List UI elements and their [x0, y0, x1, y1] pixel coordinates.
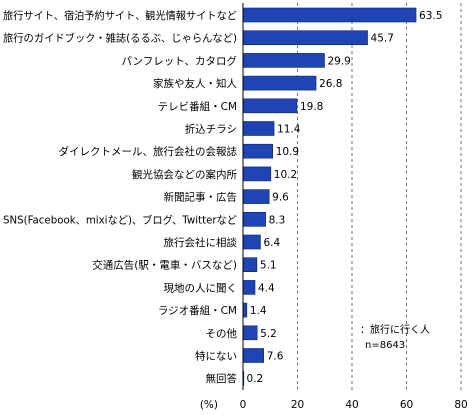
category-label-4: テレビ番組・CM	[158, 100, 237, 113]
bar-9	[242, 212, 266, 227]
x-tick-label-40: 40	[345, 399, 358, 411]
category-label-15: 特にない	[195, 351, 237, 363]
category-label-3: 家族や友人・知人	[153, 77, 237, 90]
value-label-10: 6.4	[263, 237, 280, 249]
grid-layer	[297, 3, 462, 390]
value-label-7: 10.2	[274, 169, 297, 181]
value-label-14: 5.2	[260, 328, 277, 340]
value-label-9: 8.3	[269, 214, 286, 226]
value-label-1: 45.7	[371, 33, 394, 45]
category-label-7: 観光協会などの案内所	[132, 168, 237, 181]
category-label-11: 交通広告(駅・電車・バスなど)	[92, 259, 237, 272]
category-label-6: ダイレクトメール、旅行会社の会報誌	[59, 145, 238, 158]
bar-2	[242, 53, 325, 68]
value-label-12: 4.4	[258, 282, 275, 294]
category-label-13: ラジオ番組・CM	[158, 304, 237, 317]
x-axis-unit-label: (%)	[200, 399, 218, 411]
bar-3	[242, 75, 317, 91]
label-layer: 0 20 40 60 80 旅行サイト、宿泊予約サイト、観光情報サイトなど 63.5 旅行のガ…	[3, 9, 468, 411]
bar-8	[242, 189, 270, 204]
value-label-3: 26.8	[319, 78, 342, 90]
bar-layer	[242, 7, 417, 386]
bar-14	[242, 325, 258, 341]
bar-15	[242, 348, 265, 363]
x-tick-label-60: 60	[400, 399, 413, 411]
value-label-5: 11.4	[277, 124, 301, 136]
bar-10	[242, 234, 261, 250]
value-label-11: 5.1	[260, 260, 277, 272]
category-label-12: 現地の人に聞く	[164, 281, 238, 294]
value-label-6: 10.9	[276, 146, 299, 158]
value-label-0: 63.5	[419, 10, 442, 22]
category-label-0: 旅行サイト、宿泊予約サイト、観光情報サイトなど	[3, 9, 237, 22]
value-label-2: 29.9	[327, 55, 350, 67]
category-label-2: パンフレット、カタログ	[122, 54, 238, 67]
legend-note-sample-size: n=8643	[365, 340, 405, 351]
category-label-9: SNS(Facebook、mixiなど)、ブログ、Twitterなど	[3, 213, 237, 226]
bar-0	[242, 7, 417, 23]
category-label-16: 無回答	[206, 372, 238, 385]
category-label-1: 旅行のガイドブック・雑誌(るるぶ、じゃらんなど)	[3, 32, 237, 45]
bar-11	[242, 257, 258, 273]
category-label-10: 旅行会社に相談	[164, 236, 238, 249]
x-tick-label-20: 20	[291, 399, 304, 411]
value-label-16: 0.2	[247, 373, 264, 385]
value-label-4: 19.8	[300, 101, 323, 113]
value-label-15: 7.6	[267, 351, 284, 363]
legend-note-population: ：旅行に行く人	[360, 323, 430, 336]
category-label-14: その他	[206, 327, 238, 340]
category-label-8: 新聞記事・広告	[164, 191, 238, 204]
category-label-5: 折込チラシ	[185, 123, 237, 136]
bar-13	[242, 302, 248, 318]
bar-5	[242, 121, 275, 136]
value-label-13: 1.4	[250, 305, 267, 317]
bar-1	[242, 30, 368, 46]
bar-7	[242, 166, 272, 182]
x-tick-label-80: 80	[454, 399, 467, 411]
bar-4	[242, 98, 298, 114]
bar-12	[242, 280, 256, 295]
value-label-8: 9.6	[272, 192, 289, 204]
bar-6	[242, 143, 274, 159]
x-tick-label-0: 0	[240, 399, 247, 411]
